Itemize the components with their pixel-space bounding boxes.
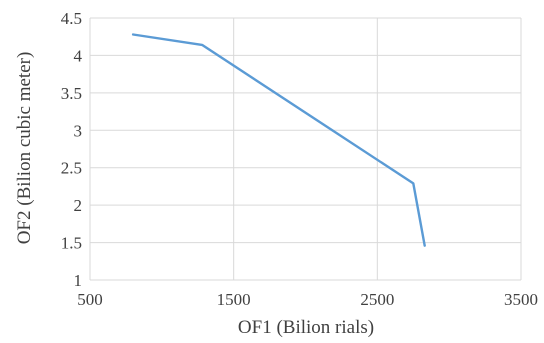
y-axis-title: OF2 (Bilion cubic meter) <box>14 52 35 245</box>
x-axis-ticks: 500 1500 2500 3500 <box>77 290 538 309</box>
y-axis-ticks: 1 1.5 2 2.5 3 3.5 4 4.5 <box>61 9 83 290</box>
x-tick-label: 500 <box>77 290 103 309</box>
x-tick-label: 1500 <box>217 290 251 309</box>
x-tick-label: 3500 <box>504 290 538 309</box>
y-tick-label: 1.5 <box>61 234 82 253</box>
y-tick-label: 1 <box>74 271 83 290</box>
x-tick-label: 2500 <box>360 290 394 309</box>
y-tick-label: 4.5 <box>61 9 82 28</box>
grid-lines <box>89 17 522 281</box>
series-line <box>131 33 426 247</box>
x-axis-title: OF1 (Bilion rials) <box>238 317 374 338</box>
y-tick-label: 2 <box>74 196 83 215</box>
y-tick-label: 3 <box>74 121 83 140</box>
plot-area <box>131 33 426 247</box>
y-tick-label: 4 <box>74 46 83 65</box>
y-tick-label: 3.5 <box>61 84 82 103</box>
y-tick-label: 2.5 <box>61 159 82 178</box>
